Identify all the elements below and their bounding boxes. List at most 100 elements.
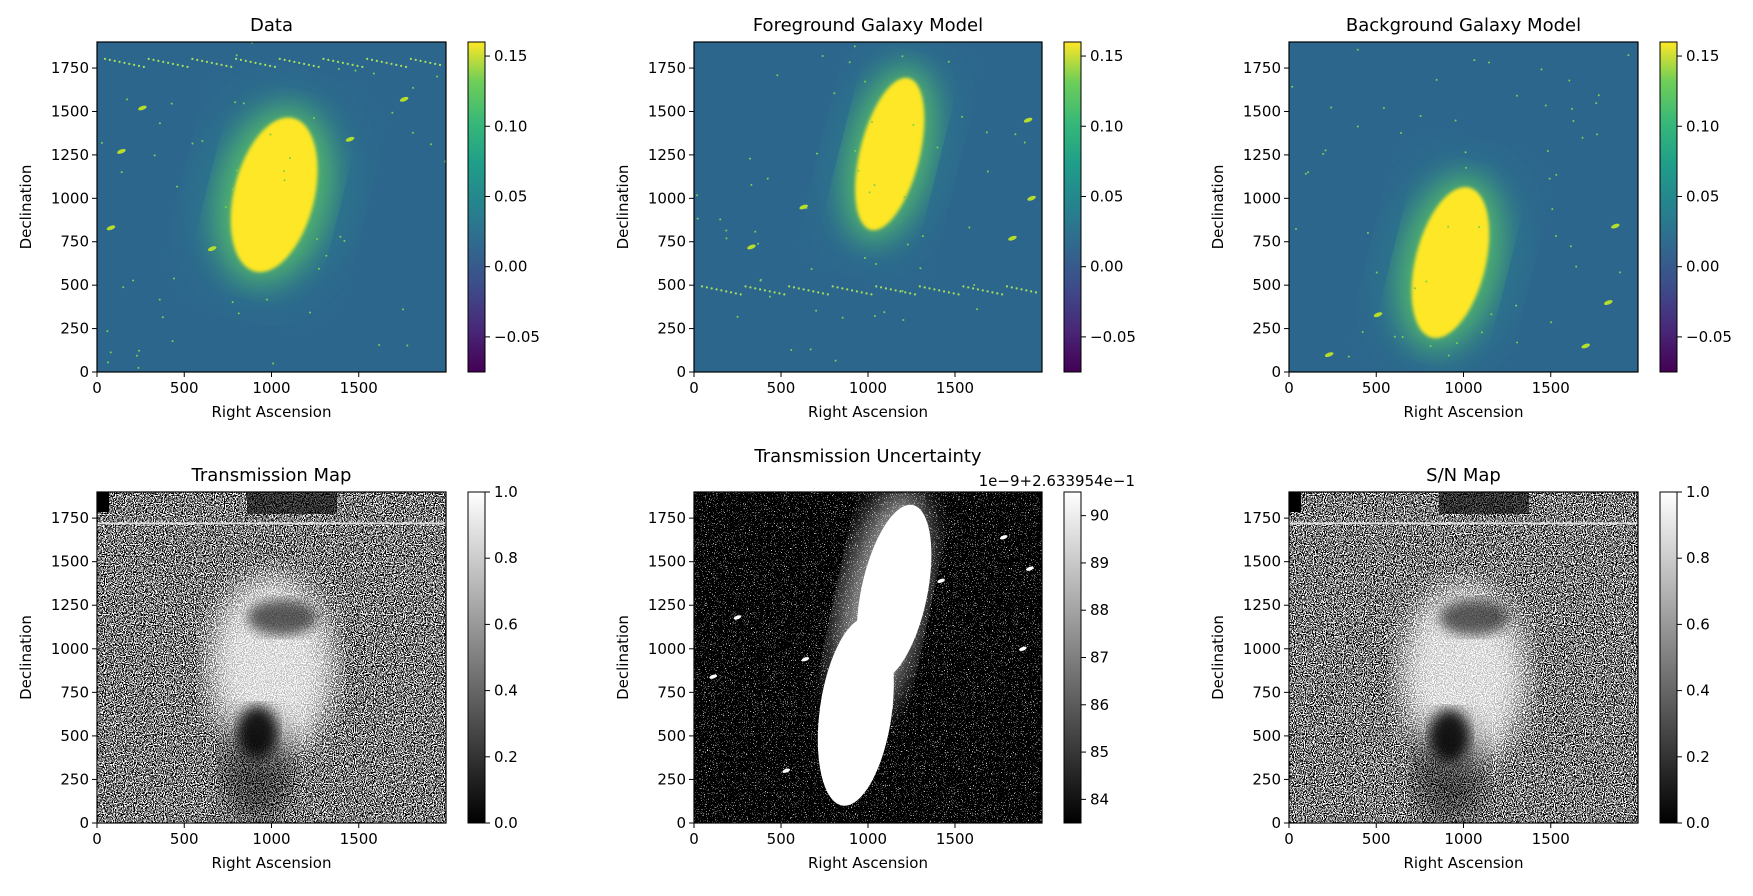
faint-source — [1294, 227, 1297, 230]
colorbar-tick-label: 88 — [1090, 601, 1109, 619]
faint-source — [810, 267, 813, 270]
colorbar-tick-label: 0.6 — [494, 615, 518, 633]
chart-title: Data — [250, 15, 293, 36]
colorbar-tick-label: 0.15 — [1090, 47, 1123, 65]
streak-source — [792, 286, 796, 289]
colorbar-tick-label: −0.05 — [1686, 328, 1732, 346]
y-tick-label: 1500 — [648, 553, 686, 571]
colorbar — [467, 491, 486, 824]
streak-source — [230, 65, 233, 68]
faint-source — [1569, 245, 1572, 248]
streak-source — [361, 65, 364, 68]
faint-source — [1447, 225, 1450, 228]
y-axis-label: Declination — [17, 165, 35, 250]
faint-source — [231, 188, 234, 191]
faint-source — [106, 330, 109, 333]
faint-source — [1347, 355, 1350, 358]
faint-source — [158, 298, 161, 301]
faint-source — [1361, 330, 1364, 333]
y-tick-label: 1000 — [648, 189, 686, 207]
heatmap-image — [1289, 492, 1638, 823]
streak-source — [860, 291, 863, 294]
colorbar-tick-label: 0.8 — [1686, 549, 1710, 567]
faint-source — [1356, 48, 1359, 51]
faint-source — [316, 237, 319, 240]
streak-source — [298, 61, 301, 64]
colorbar-tick-label: 0.2 — [494, 748, 518, 766]
faint-source — [429, 143, 432, 146]
streak-source — [186, 65, 189, 68]
point-source — [1604, 300, 1613, 305]
streak-source — [234, 57, 238, 60]
colorbar-tick-label: 0.10 — [1686, 117, 1719, 135]
streak-source — [957, 293, 960, 296]
streak-source — [725, 290, 728, 293]
faint-source — [868, 191, 871, 194]
streak-source — [414, 58, 417, 61]
faint-source — [1304, 172, 1307, 175]
streak-source — [332, 59, 335, 62]
faint-source — [854, 149, 857, 152]
colorbar — [467, 41, 486, 373]
y-tick-label: 750 — [60, 683, 89, 701]
streak-source — [783, 293, 786, 296]
faint-source — [1555, 173, 1558, 176]
faint-source — [973, 283, 976, 286]
y-tick-label: 1500 — [1243, 553, 1281, 571]
y-tick-label: 1500 — [51, 102, 89, 120]
faint-source — [1548, 177, 1551, 180]
streak-source — [307, 63, 311, 66]
y-tick-label: 1250 — [648, 596, 686, 614]
faint-source — [834, 359, 837, 362]
faint-source — [1023, 141, 1026, 144]
streak-source — [734, 292, 737, 295]
faint-source — [1515, 94, 1518, 97]
streak-source — [938, 289, 941, 292]
streak-source — [986, 290, 989, 293]
faint-source — [1544, 104, 1547, 107]
point-source — [1324, 352, 1334, 358]
y-axis-label: Declination — [17, 615, 35, 700]
streak-source — [215, 62, 218, 65]
x-tick-label: 1500 — [936, 830, 974, 848]
faint-source — [912, 123, 915, 126]
streak-source — [346, 62, 349, 65]
colorbar-tick-label: 0.05 — [494, 187, 527, 205]
faint-source — [235, 54, 238, 57]
x-tick-label: 1500 — [1532, 379, 1570, 397]
streak-source — [705, 286, 708, 289]
faint-source — [1488, 61, 1491, 64]
faint-source — [750, 183, 753, 186]
x-tick-label: 1500 — [1532, 830, 1570, 848]
streak-source — [395, 63, 398, 66]
y-tick-label: 250 — [60, 770, 89, 788]
faint-source — [725, 237, 728, 240]
colorbar-tick-label: 0.10 — [1090, 117, 1123, 135]
colorbar-tick-label: 90 — [1090, 507, 1109, 525]
streak-source — [137, 64, 141, 67]
streak-source — [875, 285, 878, 288]
heatmap-image — [97, 492, 446, 823]
colorbar-tick-label: 0.00 — [1686, 258, 1719, 276]
faint-source — [1550, 321, 1553, 324]
faint-source — [412, 86, 415, 89]
streak-source — [429, 61, 432, 64]
streak-source — [831, 285, 834, 288]
panel-5: Transmission Uncertainty 0 500 1000 1500 0 250… — [614, 446, 1135, 872]
streak-source — [225, 64, 228, 67]
streak-source — [1034, 291, 1038, 294]
streak-source — [942, 290, 946, 293]
faint-source — [1356, 125, 1359, 128]
faint-source — [961, 115, 964, 118]
faint-source — [757, 242, 760, 245]
faint-source — [719, 218, 722, 221]
faint-source — [906, 243, 909, 246]
faint-source — [968, 226, 971, 229]
faint-source — [1568, 79, 1571, 82]
streak-source — [952, 292, 955, 295]
y-tick-label: 0 — [1271, 814, 1281, 832]
point-source — [1008, 235, 1017, 241]
faint-source — [1473, 59, 1476, 62]
streak-source — [370, 58, 374, 61]
streak-source — [254, 61, 257, 64]
